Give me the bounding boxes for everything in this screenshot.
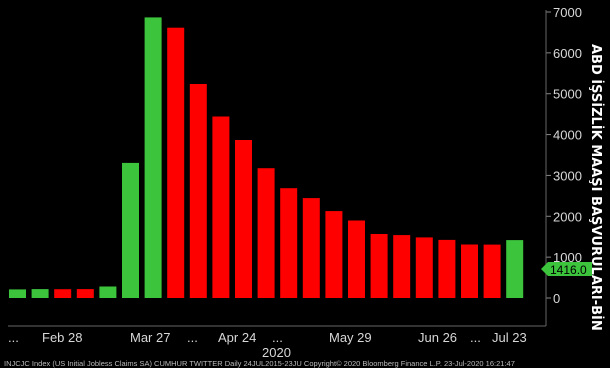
bar-6 <box>122 162 139 298</box>
bar-13 <box>280 188 298 298</box>
y-tick-label: 2000 <box>553 209 582 224</box>
bar-14 <box>302 198 320 298</box>
bar-7 <box>144 17 162 299</box>
footer-text: INJCJC Index (US Initial Jobless Claims … <box>4 359 515 368</box>
y-tick-label: 4000 <box>553 128 582 143</box>
year-label: 2020 <box>262 345 291 360</box>
x-tick-label: May 29 <box>329 330 372 345</box>
y-tick-label: 6000 <box>553 46 582 61</box>
y-axis-title: ABD İŞSİZLİK MAAŞI BAŞVURULARI-BİN <box>588 44 604 331</box>
bar-20 <box>438 239 456 298</box>
y-axis-ticks: 0 1000 2000 3000 4000 5000 6000 7000 <box>546 5 582 306</box>
bar-16 <box>348 220 365 298</box>
bar-12 <box>257 168 275 298</box>
bar-9 <box>189 84 207 298</box>
bars-group <box>9 17 524 299</box>
last-value-badge <box>541 262 592 276</box>
x-axis-ticks: ... Feb 28 Mar 27... Apr 24... May 29 Jun 26.… <box>8 330 527 345</box>
bar-2 <box>31 289 49 298</box>
bar-18 <box>393 235 411 298</box>
bar-23 <box>506 240 524 298</box>
y-tick-label: 3000 <box>553 168 582 183</box>
x-tick-label: Apr 24 <box>218 330 256 345</box>
bar-22 <box>483 244 501 298</box>
y-tick-label: 7000 <box>553 5 582 20</box>
bar-5 <box>99 286 117 298</box>
x-tick-label: ... <box>8 330 19 345</box>
x-tick-label: ... <box>187 330 198 345</box>
bar-11 <box>235 140 252 298</box>
x-tick-label: Feb 28 <box>42 330 82 345</box>
x-tick-label: Jul 23 <box>492 330 527 345</box>
bar-3 <box>54 289 72 298</box>
bar-1 <box>9 289 26 298</box>
x-tick-label: Jun 26 <box>418 330 457 345</box>
bar-21 <box>461 244 478 298</box>
x-tick-label: ... <box>470 330 481 345</box>
x-tick-label: Mar 27 <box>130 330 170 345</box>
bar-15 <box>325 211 343 298</box>
bar-10 <box>212 116 230 298</box>
bar-8 <box>167 27 185 298</box>
y-tick-label: 0 <box>553 291 560 306</box>
bar-4 <box>76 289 94 298</box>
bar-17 <box>370 234 388 298</box>
last-value-label: 1416.0 <box>550 263 587 277</box>
last-value-tag: 1416.0 <box>541 262 592 277</box>
x-tick-label: ... <box>272 330 283 345</box>
bar-19 <box>415 237 433 298</box>
y-tick-label: 1000 <box>553 250 582 265</box>
y-tick-label: 5000 <box>553 87 582 102</box>
